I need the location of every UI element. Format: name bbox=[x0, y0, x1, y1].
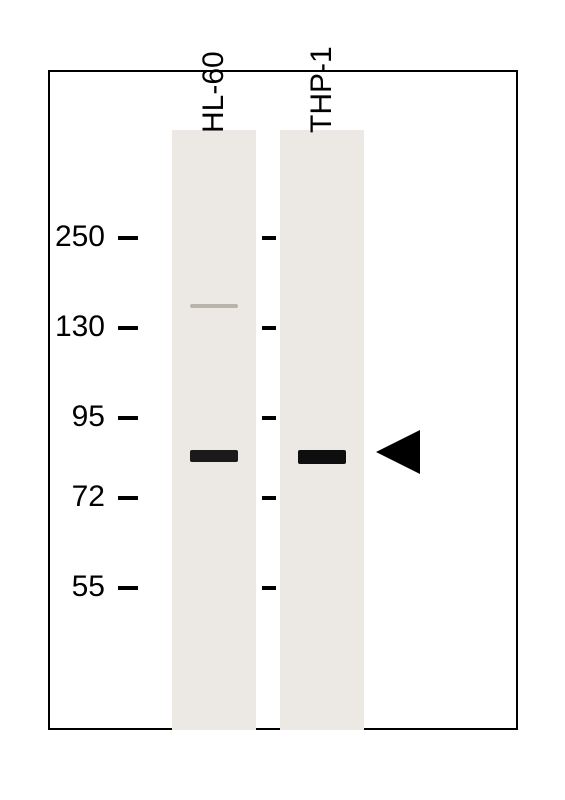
mw-tick bbox=[262, 326, 276, 330]
mw-tick bbox=[118, 236, 138, 240]
lane-1: HL-60 bbox=[172, 130, 256, 730]
band bbox=[190, 304, 238, 308]
target-band-arrow-icon bbox=[376, 430, 420, 474]
mw-label: 95 bbox=[72, 400, 105, 434]
mw-tick bbox=[118, 496, 138, 500]
mw-tick bbox=[118, 586, 138, 590]
lane-2: THP-1 bbox=[280, 130, 364, 730]
band bbox=[190, 450, 238, 462]
mw-tick bbox=[118, 326, 138, 330]
mw-label: 72 bbox=[72, 480, 105, 514]
mw-tick bbox=[262, 496, 276, 500]
lane-label: HL-60 bbox=[197, 51, 231, 133]
band bbox=[298, 450, 346, 464]
lane-bg bbox=[172, 130, 256, 730]
mw-tick bbox=[262, 416, 276, 420]
lane-bg bbox=[280, 130, 364, 730]
mw-label: 130 bbox=[55, 310, 105, 344]
mw-label: 250 bbox=[55, 220, 105, 254]
mw-label: 55 bbox=[72, 570, 105, 604]
mw-tick bbox=[262, 586, 276, 590]
lane-label: THP-1 bbox=[305, 46, 339, 133]
mw-tick bbox=[118, 416, 138, 420]
mw-tick bbox=[262, 236, 276, 240]
